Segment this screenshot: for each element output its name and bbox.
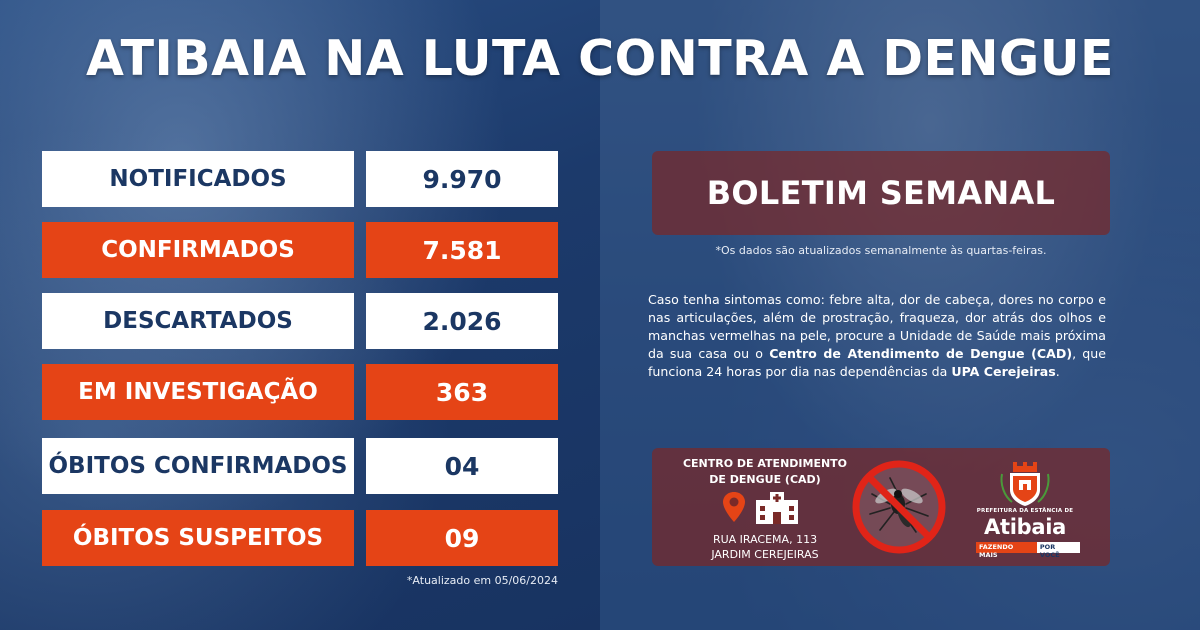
updated-note: *Atualizado em 05/06/2024 (406, 574, 558, 587)
symptoms-info-paragraph: Caso tenha sintomas como: febre alta, do… (648, 291, 1106, 381)
bulletin-banner: BOLETIM SEMANAL (652, 151, 1110, 235)
logo-name: Atibaia (984, 515, 1066, 539)
info-bold-cad: Centro de Atendimento de Dengue (CAD) (769, 346, 1073, 361)
stat-label: EM INVESTIGAÇÃO (42, 364, 354, 420)
stat-value: 09 (366, 510, 558, 566)
address-line: RUA IRACEMA, 113 (712, 533, 818, 546)
stat-label: NOTIFICADOS (42, 151, 354, 207)
hospital-icon (756, 492, 798, 524)
cad-title-line: CENTRO DE ATENDIMENTO (682, 457, 848, 470)
logo-prefix: PREFEITURA DA ESTÂNCIA DE (976, 508, 1074, 514)
stat-label: ÓBITOS CONFIRMADOS (42, 438, 354, 494)
coat-of-arms-icon (1000, 462, 1050, 506)
logo-slogan: FAZENDO MAIS POR VOCÊ (976, 542, 1080, 559)
cad-title: CENTRO DE ATENDIMENTO DE DENGUE (CAD) (670, 456, 860, 488)
no-mosquito-icon (850, 458, 948, 556)
stat-row-obitos-suspeitos: ÓBITOS SUSPEITOS 09 (42, 510, 558, 566)
info-text: . (1055, 364, 1060, 379)
bulletin-title: BOLETIM SEMANAL (706, 174, 1056, 212)
cad-icons (722, 490, 802, 526)
stat-value: 7.581 (366, 222, 558, 278)
stat-row-obitos-confirmados: ÓBITOS CONFIRMADOS 04 (42, 438, 558, 494)
map-pin-icon (723, 492, 745, 522)
stat-label: ÓBITOS SUSPEITOS (42, 510, 354, 566)
cad-info-panel: CENTRO DE ATENDIMENTO DE DENGUE (CAD) RU… (652, 448, 1110, 566)
stat-value: 363 (366, 364, 558, 420)
stat-label: DESCARTADOS (42, 293, 354, 349)
page-title: ATIBAIA NA LUTA CONTRA A DENGUE (86, 30, 1114, 87)
cad-address: RUA IRACEMA, 113 JARDIM CEREJEIRAS (670, 532, 860, 562)
stat-row-em-investigacao: EM INVESTIGAÇÃO 363 (42, 364, 558, 420)
stat-value: 04 (366, 438, 558, 494)
slogan-part: FAZENDO MAIS (976, 542, 1037, 559)
stat-row-descartados: DESCARTADOS 2.026 (42, 293, 558, 349)
stat-value: 9.970 (366, 151, 558, 207)
stat-row-notificados: NOTIFICADOS 9.970 (42, 151, 558, 207)
info-text: Caso tenha sintomas como: febre alta, do… (648, 292, 1106, 361)
cad-title-line: DE DENGUE (CAD) (709, 473, 821, 486)
address-line: JARDIM CEREJEIRAS (711, 548, 819, 561)
stat-row-confirmados: CONFIRMADOS 7.581 (42, 222, 558, 278)
slogan-part: POR VOCÊ (1036, 542, 1080, 559)
info-text: , que funciona 24 horas por dia nas depe… (648, 346, 1107, 379)
weekly-update-note: *Os dados são atualizados semanalmente à… (715, 244, 1047, 257)
stat-label: CONFIRMADOS (42, 222, 354, 278)
stat-value: 2.026 (366, 293, 558, 349)
info-bold-upa: UPA Cerejeiras (951, 364, 1056, 379)
city-logo: PREFEITURA DA ESTÂNCIA DE Atibaia FAZEND… (970, 460, 1080, 559)
